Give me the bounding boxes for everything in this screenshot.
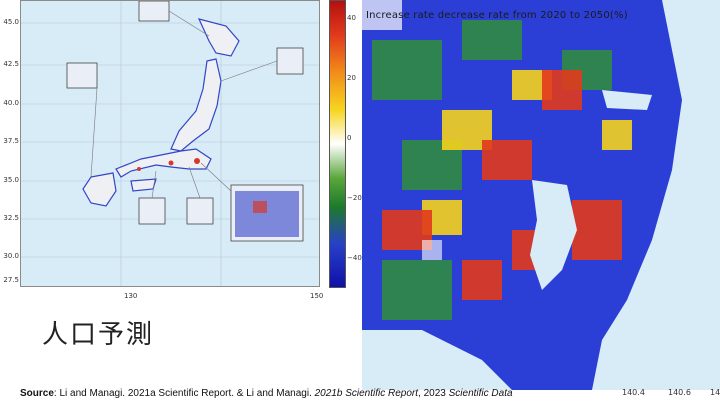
x-tick-label: 130	[124, 292, 138, 300]
source-footnote: Source: Li and Managi. 2021a Scientific …	[20, 388, 513, 399]
japan-map-plot	[20, 0, 320, 287]
colorbar-tick-label: −20	[347, 194, 362, 202]
colorbar-tick-label: −40	[347, 254, 362, 262]
x-tick-label: 140.6	[668, 388, 691, 397]
y-tick-label: 27.5	[3, 276, 19, 284]
kanto-map-graphic	[362, 0, 720, 390]
japan-map-graphic	[21, 0, 319, 286]
y-tick-label: 37.5	[3, 137, 19, 145]
x-tick-label: 150	[310, 292, 324, 300]
y-tick-label: 32.5	[3, 214, 19, 222]
source-label: Source	[20, 388, 54, 399]
japan-map-panel: 45.0 42.5 40.0 37.5 35.0 32.5 30.0 27.5 …	[0, 0, 330, 300]
colorbar-tick-label: 40	[347, 14, 356, 22]
kanto-map-label: Increase rate decrease rate from 2020 to…	[366, 10, 628, 21]
colorbar-tick-label: 20	[347, 74, 356, 82]
y-tick-label: 35.0	[3, 176, 19, 184]
y-tick-label: 40.0	[3, 99, 19, 107]
y-tick-label: 42.5	[3, 60, 19, 68]
source-citation: 2021b Scientific Report	[314, 388, 419, 399]
page-title: 人口予測	[42, 320, 155, 350]
y-tick-label: 45.0	[3, 18, 19, 26]
source-citation: Scientific Data	[448, 388, 513, 399]
colorbar	[329, 0, 346, 288]
kanto-map-panel	[362, 0, 720, 390]
x-tick-label: 14	[710, 388, 720, 397]
source-text: : Li and Managi. 2021a Scientific Report…	[53, 388, 315, 399]
y-tick-label: 30.0	[3, 252, 19, 260]
source-text: , 2023	[418, 388, 449, 399]
x-tick-label: 140.4	[622, 388, 645, 397]
colorbar-tick-label: 0	[347, 134, 352, 142]
